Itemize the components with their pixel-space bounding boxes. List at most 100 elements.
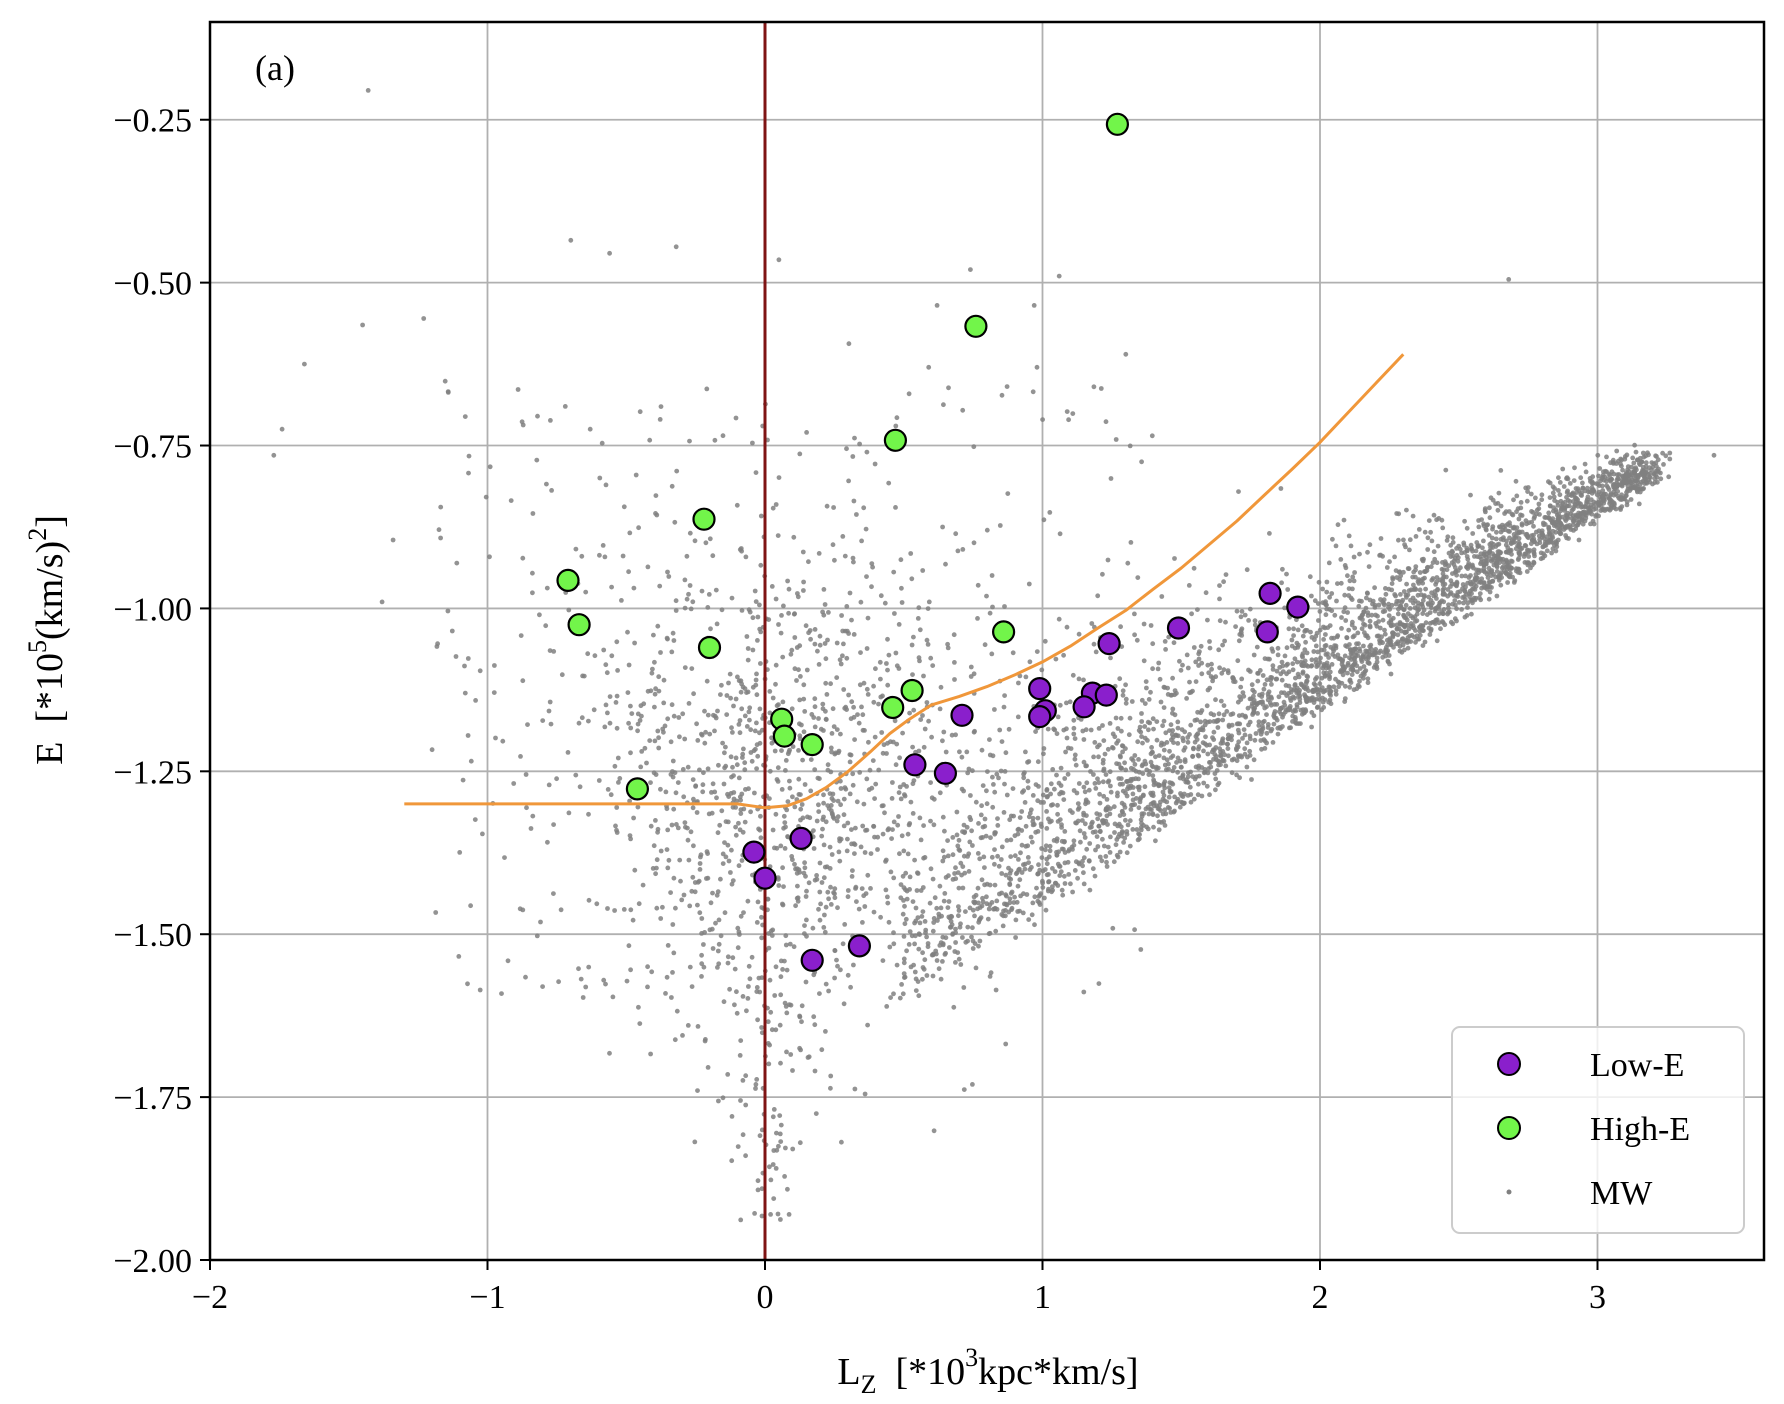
mw-point <box>1134 827 1140 832</box>
mw-point <box>1097 854 1103 860</box>
mw-point <box>1122 805 1128 810</box>
mw-point <box>726 858 732 864</box>
mw-point <box>754 720 759 726</box>
mw-point <box>720 740 725 746</box>
mw-point <box>770 1114 776 1120</box>
mw-point <box>766 931 772 936</box>
mw-point <box>462 414 468 419</box>
mw-point <box>695 902 700 908</box>
mw-point <box>1332 612 1338 618</box>
mw-point <box>1563 525 1568 531</box>
mw-point <box>798 806 804 812</box>
mw-point <box>465 733 471 738</box>
mw-point <box>1430 620 1435 625</box>
mw-point <box>945 838 950 843</box>
x-tick-label: −1 <box>469 1279 505 1316</box>
mw-point <box>1605 476 1611 482</box>
mw-point <box>864 686 870 692</box>
mw-point <box>794 678 799 683</box>
mw-point <box>576 720 582 726</box>
mw-point <box>1032 922 1037 928</box>
mw-point <box>737 718 743 723</box>
mw-point <box>757 706 763 712</box>
mw-point <box>976 943 981 949</box>
mw-point <box>888 869 894 875</box>
mw-point <box>908 964 914 970</box>
mw-point <box>1320 586 1325 592</box>
mw-point <box>1052 869 1058 874</box>
mw-point <box>670 758 676 764</box>
mw-point <box>1279 580 1284 586</box>
mw-point <box>941 729 947 735</box>
mw-point <box>1063 749 1068 755</box>
mw-point <box>783 942 789 948</box>
mw-point <box>787 778 792 784</box>
mw-point <box>994 771 1000 777</box>
mw-point <box>990 774 995 780</box>
mw-point <box>829 852 835 857</box>
mw-point <box>813 1111 819 1116</box>
mw-point <box>699 952 704 958</box>
mw-point <box>827 791 833 796</box>
mw-point <box>766 945 772 951</box>
mw-point <box>1345 670 1350 676</box>
mw-point <box>738 1217 744 1223</box>
mw-point <box>767 977 773 983</box>
mw-point <box>695 1088 700 1093</box>
mw-point <box>1428 628 1434 634</box>
mw-point <box>1568 511 1573 517</box>
mw-point <box>920 713 925 718</box>
mw-point <box>465 981 470 987</box>
mw-point <box>946 385 951 391</box>
mw-point <box>736 775 742 781</box>
mw-point <box>1191 746 1196 752</box>
mw-point <box>1536 528 1542 534</box>
mw-point <box>871 699 877 705</box>
mw-point <box>1398 573 1404 579</box>
mw-point <box>864 776 870 782</box>
mw-point <box>1288 725 1293 731</box>
mw-point <box>917 920 923 926</box>
mw-point <box>1067 699 1073 705</box>
mw-point <box>1100 836 1105 842</box>
mw-point <box>1445 534 1451 540</box>
mw-point <box>982 865 987 870</box>
mw-point <box>1046 879 1052 884</box>
mw-point <box>1196 753 1202 759</box>
mw-point <box>1476 524 1482 530</box>
mw-point <box>716 762 721 768</box>
mw-point <box>1300 670 1306 676</box>
mw-point <box>1347 578 1353 584</box>
mw-point <box>752 728 758 734</box>
mw-point <box>858 844 864 850</box>
mw-point <box>928 818 933 824</box>
mw-point <box>1617 505 1623 511</box>
mw-point <box>876 701 881 707</box>
mw-point <box>828 681 833 687</box>
mw-point <box>685 1023 691 1028</box>
mw-point <box>708 900 714 906</box>
mw-point <box>1264 712 1269 717</box>
mw-point <box>1440 611 1446 616</box>
mw-point <box>1478 580 1484 585</box>
mw-point <box>957 848 963 853</box>
mw-point <box>957 749 962 755</box>
mw-point <box>733 755 739 761</box>
mw-point <box>664 974 670 980</box>
mw-point <box>614 639 620 645</box>
mw-point <box>1132 753 1138 758</box>
mw-point <box>992 847 997 852</box>
mw-point <box>1103 772 1109 777</box>
mw-point <box>999 392 1005 398</box>
mw-point <box>1026 814 1032 820</box>
mw-point <box>778 958 784 964</box>
mw-point <box>1050 802 1056 808</box>
mw-point <box>551 649 557 654</box>
mw-point <box>648 823 654 829</box>
mw-point <box>976 900 981 906</box>
mw-point <box>1139 459 1144 465</box>
mw-point <box>841 796 847 802</box>
mw-point <box>1514 568 1519 574</box>
mw-point <box>1114 740 1119 746</box>
mw-point <box>989 573 995 578</box>
